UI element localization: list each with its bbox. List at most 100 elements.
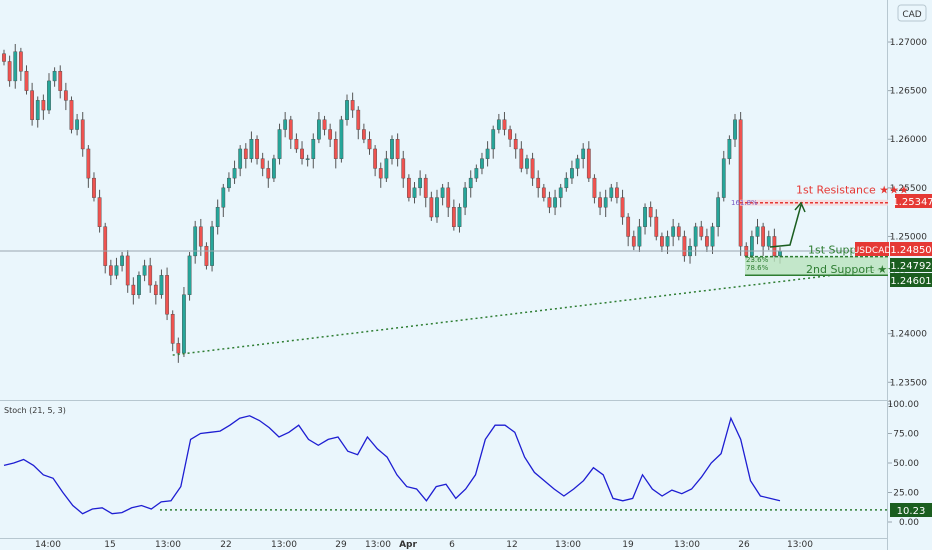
stoch-tick-label: 25.00 [893, 489, 919, 499]
candle [519, 148, 524, 169]
candle [558, 187, 563, 198]
currency-button-label: CAD [902, 10, 921, 20]
candle [187, 255, 192, 295]
candle [362, 129, 366, 140]
candle [294, 139, 299, 150]
time-tick-label: 26 [738, 540, 750, 550]
candle [390, 139, 394, 159]
candlestick-series [2, 43, 782, 363]
candle [553, 197, 557, 208]
candle [586, 148, 591, 179]
resistance-zone [740, 199, 888, 206]
candle [328, 129, 333, 140]
candle [58, 70, 63, 91]
candle [699, 226, 704, 237]
candle [643, 207, 647, 227]
last-price-badge [890, 242, 932, 256]
candle [345, 100, 349, 120]
candle [530, 158, 535, 179]
candle [716, 197, 721, 227]
candle [564, 177, 569, 189]
candle [159, 275, 164, 295]
projection-arrow [769, 204, 802, 248]
price-tick-label: 1.25500 [890, 184, 927, 194]
candle [249, 139, 254, 159]
candle [356, 109, 361, 130]
candle [193, 226, 198, 257]
candle [440, 187, 445, 198]
candle [423, 177, 428, 198]
support-resistance-levels [740, 199, 888, 276]
candle [300, 148, 304, 159]
candle [52, 70, 57, 82]
candle [682, 236, 687, 257]
candle [429, 197, 434, 218]
stoch-value: 10.23 [897, 506, 926, 517]
time-tick-label: 13:00 [787, 540, 813, 550]
support-2-label: 2nd Support ★★★ [806, 263, 907, 276]
time-tick-label: Apr [399, 540, 417, 550]
candle [491, 129, 496, 150]
candle [272, 158, 276, 179]
candle [378, 168, 383, 179]
candle [598, 197, 602, 208]
candle [47, 80, 51, 111]
candle [30, 90, 34, 120]
candle [373, 148, 378, 169]
candle [502, 119, 507, 130]
time-tick-label: 6 [449, 540, 455, 550]
support-2-price: 1.24601 [890, 276, 931, 287]
fib-label-78: 78.6% [746, 264, 769, 272]
candle [210, 226, 214, 266]
candle [496, 119, 501, 130]
candle [63, 90, 68, 101]
candle [131, 284, 136, 295]
candle [474, 168, 479, 179]
resistance-1-price: 1.25347 [892, 197, 932, 208]
candle [148, 265, 153, 286]
candle [620, 197, 625, 218]
currency-button[interactable] [897, 4, 927, 22]
symbol-label: USDCAD [853, 246, 892, 256]
candle [384, 158, 389, 179]
candle [609, 187, 614, 198]
time-tick-label: 13:00 [365, 540, 391, 550]
candle [401, 158, 406, 179]
candle [575, 158, 580, 169]
stoch-tick-label: 0.00 [899, 518, 919, 528]
last-price: 1.24850 [890, 245, 931, 256]
candle [547, 197, 552, 208]
candle [536, 177, 541, 189]
candle [710, 226, 715, 247]
stoch-value-badge [890, 503, 932, 517]
candle [603, 197, 608, 208]
candle [570, 168, 574, 179]
candle [705, 236, 709, 247]
candle [446, 187, 451, 208]
candle [333, 139, 338, 159]
candle [86, 148, 91, 179]
candle [69, 100, 74, 130]
candle [13, 51, 18, 82]
time-tick-label: 15 [104, 540, 115, 550]
candle [350, 100, 355, 111]
candle [142, 265, 147, 276]
candle [18, 51, 23, 72]
candle [660, 236, 664, 247]
candle [463, 187, 467, 208]
time-tick-label: 14:00 [35, 540, 61, 550]
candle [367, 139, 372, 150]
candle [693, 226, 698, 247]
candle [283, 119, 288, 130]
ascending-trendline [172, 267, 889, 356]
candle [513, 139, 518, 150]
candle [114, 265, 119, 276]
stoch-axis-ticks: 100.00 75.00 50.00 25.00 0.00 [888, 400, 920, 528]
price-axis-ticks: 1.27000 1.26500 1.26000 1.25500 1.25000 1.240… [888, 38, 927, 388]
candle [221, 187, 226, 208]
candle [755, 226, 760, 237]
candle [120, 255, 124, 266]
candle [232, 168, 237, 179]
price-tick-label: 1.27000 [890, 38, 927, 48]
